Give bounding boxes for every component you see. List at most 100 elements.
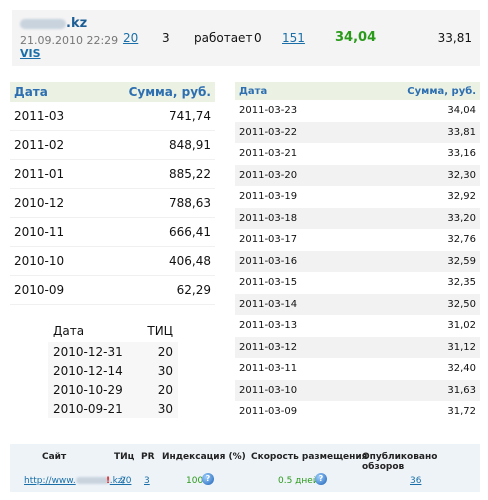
row-sum: 32,40	[447, 363, 476, 375]
row-date: 2011-03-21	[239, 148, 298, 160]
row-date: 2011-03-11	[239, 363, 298, 375]
table-row: 2010-11 666,41	[10, 217, 215, 247]
table-row: 2010-12-14 30	[48, 361, 178, 380]
row-sum: 62,29	[90, 275, 215, 305]
tic-link[interactable]: 20	[123, 31, 139, 45]
row-date: 2011-03-20	[235, 164, 349, 186]
row-sum: 32,76	[447, 234, 476, 246]
row-sum: 32,30	[348, 164, 480, 186]
table-row: 2010-09-21 30	[48, 399, 178, 418]
row-sum: 32,92	[447, 191, 476, 203]
row-sum: 31,63	[348, 379, 480, 401]
monthly-earnings-table: Дата Сумма, руб. 2011-03 741,74 2011-02 84…	[10, 82, 215, 305]
header-indexation: Индексация (%)	[162, 452, 246, 462]
count-link[interactable]: 151	[282, 31, 305, 45]
row-date: 2011-03-09	[239, 406, 298, 418]
row-date: 2010-12	[10, 188, 91, 218]
row-sum: 31,12	[348, 336, 480, 358]
row-sum: 885,22	[90, 159, 215, 189]
row-date: 2011-03-22	[235, 121, 349, 143]
row-sum: 741,74	[90, 102, 215, 131]
row-sum: 33,81	[348, 121, 480, 143]
last-value: 33,81	[437, 31, 472, 45]
header-published-reviews: Опубликовано обзоров	[362, 452, 438, 472]
table-row: 2011-03-10 31,63	[235, 379, 480, 401]
blurred-domain	[75, 477, 110, 484]
pr-value: 3	[162, 31, 170, 45]
table-row: 2011-03-14 32,50	[235, 293, 480, 315]
site-added-date: 21.09.2010 22:29	[20, 34, 119, 47]
table-row: 2011-03-12 31,12	[235, 336, 480, 358]
column-header-sum: Сумма, руб.	[348, 82, 480, 100]
row-sum: 32,35	[447, 277, 476, 289]
row-date: 2011-03-17	[239, 234, 298, 246]
row-tic: 20	[157, 382, 173, 397]
site-stats-table: Сайт ТИц PR Индексация (%) Скорость разм…	[10, 444, 480, 492]
table-row: 2011-03-11 32,40	[235, 358, 480, 380]
column-header-tic: ТИЦ	[137, 320, 178, 342]
table-row: 2011-01 885,22	[10, 159, 215, 189]
table-row: 2011-03-16 32,59	[235, 250, 480, 272]
placement-speed-value: 0.5 дней.	[278, 476, 322, 486]
row-date: 2011-03-15	[239, 277, 298, 289]
header-tic: ТИц	[114, 452, 135, 462]
info-icon[interactable]: ?	[202, 473, 214, 485]
tic-link[interactable]: 20	[120, 476, 132, 486]
warning-mark: !	[106, 476, 111, 486]
column-header-date: Дата	[10, 82, 91, 102]
row-sum: 31,72	[447, 406, 476, 418]
row-date: 2011-03-12	[235, 336, 349, 358]
row-sum: 32,50	[348, 293, 480, 315]
row-date: 2010-12-31	[53, 344, 123, 359]
header-site: Сайт	[42, 452, 67, 462]
header-pr: PR	[141, 452, 155, 462]
vis-link[interactable]: VIS	[20, 47, 41, 60]
row-date: 2010-11	[10, 217, 91, 247]
status-text: работает	[194, 31, 253, 45]
tic-history-table: Дата ТИЦ 2010-12-31 20 2010-12-14 30 2010-…	[48, 320, 178, 418]
row-date: 2010-09	[10, 275, 91, 305]
row-date: 2011-03-13	[239, 320, 298, 332]
table-row: 2010-12 788,63	[10, 188, 215, 218]
table-row: 2011-03-22 33,81	[235, 121, 480, 143]
published-reviews-link[interactable]: 36	[410, 476, 422, 486]
row-date: 2011-03-14	[235, 293, 349, 315]
info-icon[interactable]: ?	[315, 473, 327, 485]
table-row: 2010-10 406,48	[10, 246, 215, 276]
row-sum: 666,41	[90, 217, 215, 247]
row-date: 2011-03-19	[239, 191, 298, 203]
table-row: 2011-03-15 32,35	[235, 272, 480, 294]
row-date: 2010-10	[10, 246, 91, 276]
table-row: 2011-03 741,74	[10, 102, 215, 131]
row-date: 2011-03-18	[235, 207, 349, 229]
column-header-sum: Сумма, руб.	[90, 82, 215, 102]
site-domain[interactable]: .kz	[20, 16, 87, 31]
table-row: 2010-10-29 20	[48, 380, 178, 399]
row-date: 2011-03	[10, 102, 91, 131]
column-header-date: Дата	[235, 82, 349, 100]
table-row: 2011-03-17 32,76	[235, 229, 480, 251]
row-tic: 30	[157, 401, 173, 416]
row-tic: 30	[157, 363, 173, 378]
row-sum: 848,91	[90, 130, 215, 160]
row-date: 2011-02	[10, 130, 91, 160]
price-value: 34,04	[335, 30, 377, 45]
table-row: 2011-03-20 32,30	[235, 164, 480, 186]
row-date: 2011-01	[10, 159, 91, 189]
header-placement-speed: Скорость размещения	[251, 452, 368, 462]
row-sum: 33,20	[348, 207, 480, 229]
site-url-link[interactable]: http://www. .kz/	[24, 476, 126, 486]
row-date: 2010-09-21	[53, 401, 123, 416]
row-date: 2011-03-23	[239, 105, 298, 117]
table-row: 2011-03-23 34,04	[235, 100, 480, 122]
table-row: 2011-03-13 31,02	[235, 315, 480, 337]
pr-link[interactable]: 3	[144, 476, 150, 486]
daily-earnings-table: Дата Сумма, руб. 2011-03-23 34,04 2011-03…	[235, 82, 480, 423]
blurred-domain	[20, 18, 66, 29]
row-sum: 406,48	[90, 246, 215, 276]
row-sum: 32,59	[348, 250, 480, 272]
table-row: 2011-03-09 31,72	[235, 401, 480, 423]
table-row: 2011-03-21 33,16	[235, 143, 480, 165]
table-row: 2010-09 62,29	[10, 275, 215, 305]
table-row: 2010-12-31 20	[48, 342, 178, 361]
